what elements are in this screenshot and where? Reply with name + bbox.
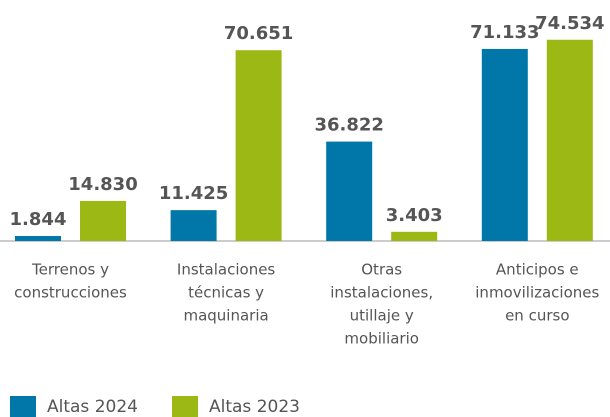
data-label: 36.822 [314, 115, 383, 136]
bar [80, 200, 126, 241]
data-label: 70.651 [224, 23, 293, 44]
x-tick-label: técnicas y [188, 284, 264, 302]
bar [481, 48, 528, 241]
data-label: 14.830 [68, 174, 137, 195]
x-tick-label: Terrenos y [31, 261, 109, 279]
x-tick-label: Otras [361, 261, 402, 279]
legend-swatch [10, 396, 36, 417]
bar [391, 231, 438, 241]
bar [546, 39, 593, 241]
x-tick-label: Anticipos e [496, 261, 579, 279]
x-tick-label: en curso [505, 307, 569, 325]
data-label: 1.844 [10, 209, 67, 230]
x-tick-label: utillaje y [350, 307, 414, 325]
bar [326, 141, 373, 241]
data-label: 74.534 [535, 13, 604, 34]
bar [235, 50, 282, 242]
legend-label: Altas 2023 [209, 397, 300, 417]
legend-label: Altas 2024 [47, 397, 138, 417]
x-tick-label: maquinaria [183, 307, 268, 325]
x-tick-label: mobiliario [344, 330, 419, 348]
x-tick-label: instalaciones, [330, 284, 433, 302]
bar [170, 210, 217, 241]
data-label: 11.425 [159, 183, 228, 204]
data-label: 3.403 [386, 205, 443, 226]
data-label: 71.133 [470, 22, 539, 43]
x-tick-label: construcciones [14, 284, 127, 302]
x-tick-label: Instalaciones [177, 261, 276, 279]
x-tick-label: inmovilizaciones [475, 284, 599, 302]
bar [15, 236, 61, 241]
legend-swatch [172, 396, 198, 417]
